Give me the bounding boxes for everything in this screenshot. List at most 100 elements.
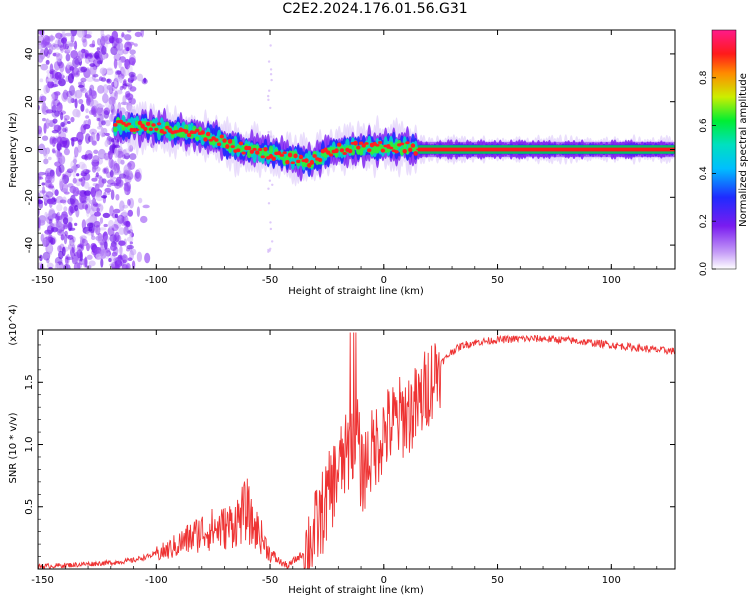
spectrogram-noise-dot xyxy=(269,221,272,224)
spectrogram-noise-blob xyxy=(42,117,46,122)
spectrogram-ridge-cell xyxy=(402,149,407,154)
spectrogram-noise-blob xyxy=(56,136,63,144)
spectrogram-noise-blob xyxy=(104,132,110,137)
spectrogram-noise-blob xyxy=(113,160,118,172)
spectrogram-noise-blob xyxy=(70,137,79,142)
spectrogram-noise-blob xyxy=(54,262,60,269)
spectrogram-noise-blob xyxy=(100,258,104,268)
spectrogram-noise-blob xyxy=(40,95,47,102)
spectrogram-noise-blob xyxy=(97,84,105,94)
spectrogram-noise-blob xyxy=(127,64,133,74)
spectrogram-noise-blob xyxy=(44,251,52,256)
spectrogram-noise-blob xyxy=(60,234,65,241)
spectrogram-noise-blob xyxy=(71,165,79,171)
spectrogram-noise-blob xyxy=(105,68,114,76)
spectrogram-ridge-cell xyxy=(137,120,143,126)
spectrogram-noise-blob xyxy=(112,232,117,242)
spectrogram-noise-blob xyxy=(76,249,83,259)
spectrogram-noise-blob xyxy=(99,34,107,46)
spectrogram-noise-blob xyxy=(78,178,83,182)
spectrogram-ridge-cell xyxy=(285,160,290,165)
spectrogram-noise-blob xyxy=(85,115,90,119)
spectrogram-noise-blob xyxy=(127,209,134,217)
spectrogram-noise-blob xyxy=(142,204,150,209)
spectrogram-noise-blob xyxy=(69,227,76,231)
spectrogram-noise-blob xyxy=(129,86,137,92)
spectrogram-ridge-cell xyxy=(268,145,274,154)
spectrogram-ridge-cell xyxy=(134,128,140,132)
snr-x-axis: -150 -100 -50 0 50 100 xyxy=(31,330,658,586)
spectrogram-noise-blob xyxy=(93,78,100,82)
x-tick-label: 0 xyxy=(381,575,387,586)
spectrogram-noise-blob xyxy=(96,106,104,116)
spectrogram-noise-blob xyxy=(46,69,50,74)
spectrogram-noise-blob xyxy=(136,206,140,218)
spectrogram-noise-blob xyxy=(103,223,108,228)
spectrogram-noise-blob xyxy=(59,199,67,204)
spectrogram-ridge-cell xyxy=(377,140,383,145)
spectrogram-noise-blob xyxy=(66,253,70,264)
spectrogram-noise-blob xyxy=(47,156,52,161)
spectrogram-ridge-cell xyxy=(407,147,413,152)
spectrogram-noise-blob xyxy=(98,76,104,81)
spectrogram-noise-blob xyxy=(102,167,109,175)
spectrogram-noise-blob xyxy=(40,63,49,71)
spectrogram-ridge-cell xyxy=(246,146,252,151)
spectrogram-noise-blob xyxy=(56,203,63,212)
spectrogram-noise-blob xyxy=(122,210,127,218)
spectrogram-noise-blob xyxy=(56,102,63,113)
spectrogram-noise-blob xyxy=(67,243,72,251)
spectrogram-noise-blob xyxy=(63,114,70,121)
spectrogram-noise-blob xyxy=(81,51,89,59)
spectrogram-noise-blob xyxy=(77,50,84,60)
spectrogram-noise-blob xyxy=(91,140,97,146)
spectrogram-noise-blob xyxy=(91,39,96,48)
spectrogram-noise-blob xyxy=(46,77,55,82)
spectrogram-noise-blob xyxy=(108,96,116,106)
spectrogram-noise-blob xyxy=(89,128,98,135)
spectrogram-noise-blob xyxy=(66,168,74,174)
spectrogram-ridge-cell xyxy=(186,133,192,138)
spectrogram-noise-blob xyxy=(106,78,110,83)
spectrogram-noise-blob xyxy=(91,158,99,163)
spectrogram-noise-blob xyxy=(57,245,62,253)
spectrogram-noise-blob xyxy=(86,254,93,260)
x-tick-label: -150 xyxy=(31,275,54,286)
spectrogram-noise-blob xyxy=(122,149,127,155)
spectrogram-noise-blob xyxy=(47,242,53,254)
y-tick-label: -20 xyxy=(24,189,35,205)
spectrogram-ridge-cell xyxy=(405,141,410,145)
spectrogram-noise-blob xyxy=(48,266,53,269)
spectrogram-noise-blob xyxy=(76,262,83,269)
spectrogram-ridge-cell xyxy=(399,147,405,156)
spectrogram-noise-blob xyxy=(130,98,136,105)
spectrogram-noise-dot xyxy=(267,187,270,190)
spectrogram-noise-blob xyxy=(114,90,118,101)
x-tick-label: 0 xyxy=(381,275,387,286)
spectrogram-noise-blob xyxy=(49,169,55,177)
spectrogram-ridge-cell xyxy=(145,121,151,126)
spectrogram-noise-blob xyxy=(114,76,122,81)
spectrogram-noise-blob xyxy=(130,248,137,256)
spectrogram-noise-blob xyxy=(72,108,80,118)
spectrogram-noise-blob xyxy=(58,164,65,173)
spectrogram-ridge-cell xyxy=(317,157,323,163)
spectrogram-noise-blob xyxy=(113,58,118,69)
spectrogram-noise-blob xyxy=(89,207,95,217)
spectrogram-noise-blob xyxy=(84,149,93,161)
spectrogram-ridge-cell xyxy=(200,130,205,135)
spectrogram-ridge-cell xyxy=(296,159,301,164)
spectrogram-noise-blob xyxy=(90,99,99,108)
spectrogram-noise-blob xyxy=(120,101,129,106)
spectrogram-noise-blob xyxy=(104,187,112,193)
spectrogram-noise-blob xyxy=(127,199,131,206)
spectrogram-noise-blob xyxy=(78,161,86,169)
spectrogram-noise-blob xyxy=(123,184,131,192)
spectrogram-ridge-cell xyxy=(225,144,230,149)
spectrogram-noise-blob xyxy=(140,30,144,38)
spectrogram-ridge-cell xyxy=(113,127,118,132)
spectrogram-noise-blob xyxy=(88,199,97,205)
spectrogram-noise-blob xyxy=(90,90,97,97)
spectrogram-noise-blob xyxy=(109,113,114,123)
spectrogram-noise-blob xyxy=(110,189,115,201)
